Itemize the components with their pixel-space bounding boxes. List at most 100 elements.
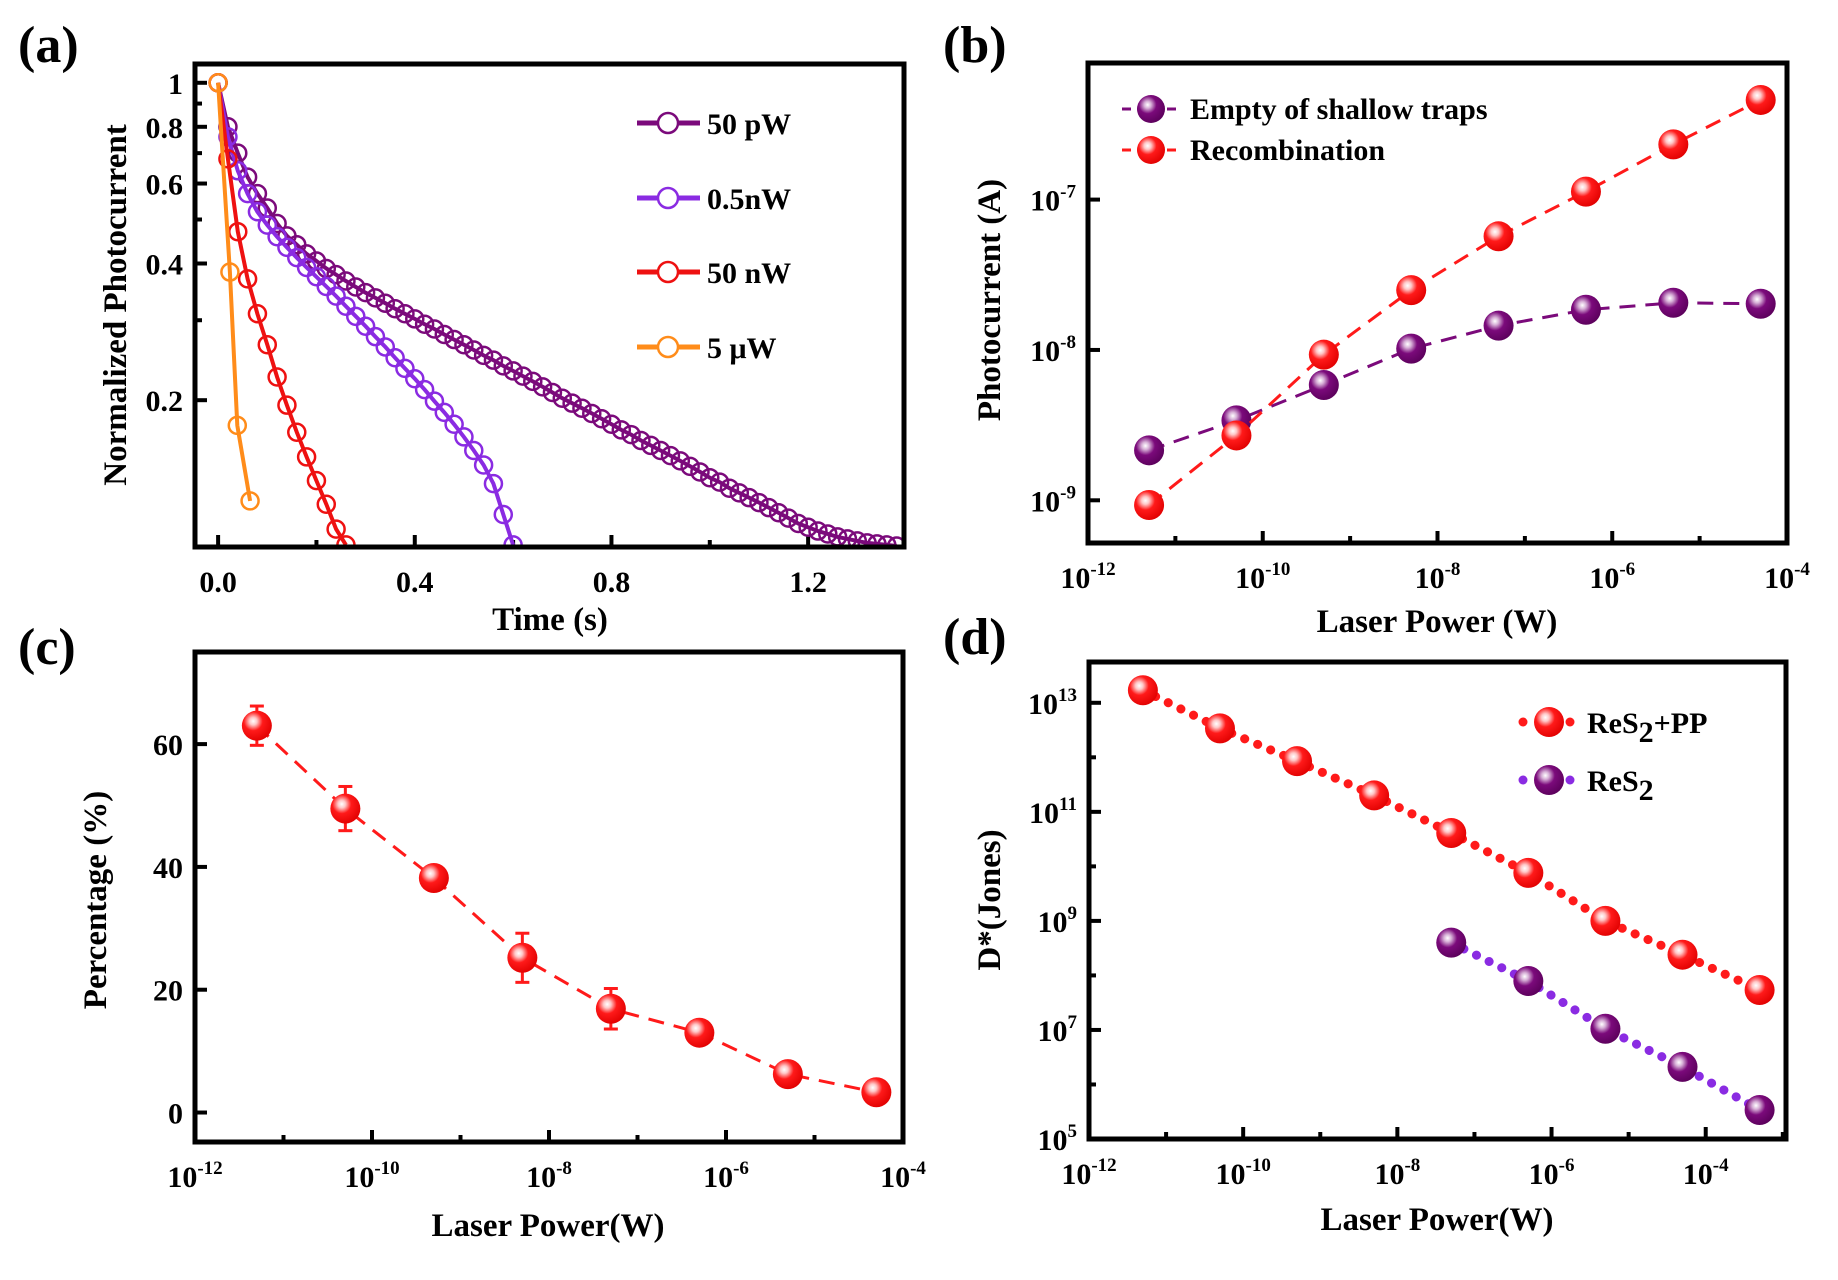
data-point (247, 304, 268, 324)
data-point (346, 277, 366, 297)
data-point (418, 862, 449, 893)
tick-exponent: -9 (1060, 482, 1076, 503)
data-point (220, 262, 240, 282)
y-axis-title-d: D*(Jones) (972, 829, 1008, 970)
tick-exponent: -12 (1090, 559, 1115, 580)
tick-exponent: -8 (1060, 332, 1076, 353)
data-point (1570, 176, 1601, 207)
data-point (277, 395, 297, 415)
legend-subscript: 2 (1639, 716, 1654, 749)
data-point (572, 398, 592, 418)
legend-dot (1565, 717, 1575, 727)
tick-exponent: -8 (1404, 1155, 1420, 1176)
data-point (749, 492, 769, 513)
data-point (729, 483, 750, 503)
data-point (503, 361, 523, 381)
data-point (1359, 780, 1390, 811)
fit-line-3 (216, 82, 253, 502)
data-point (405, 368, 425, 389)
data-point (818, 524, 838, 544)
x-tick-label: 10-8 (1415, 559, 1461, 595)
data-point (690, 462, 710, 482)
data-point (513, 366, 533, 386)
panel-d: (d) 10-12 10-10 10-8 10-6 10-410510710910111… (943, 609, 1789, 1238)
data-layer (241, 704, 892, 1108)
y-axis-title-a: Normalized Photocurrent (98, 124, 134, 485)
panel-label-b: (b) (943, 17, 1007, 74)
data-point (1590, 905, 1621, 936)
data-point (1744, 1095, 1775, 1126)
y-tick-label: 109 (1038, 903, 1078, 939)
data-point (306, 470, 327, 491)
data-point (847, 531, 868, 547)
y-tick-label: 0.4 (146, 248, 184, 281)
y-tick-label: 1011 (1029, 794, 1077, 830)
data-point (296, 447, 317, 467)
data-point (257, 334, 278, 355)
fit-line-1 (216, 82, 516, 546)
data-point (542, 382, 563, 403)
data-point (346, 306, 366, 327)
legend-marker (656, 186, 680, 210)
data-point (395, 358, 415, 379)
data-point (1667, 939, 1698, 970)
data-point (454, 427, 474, 447)
tick-exponent: 11 (1059, 794, 1077, 815)
legend-dot (1518, 717, 1528, 727)
tick-exponent: 9 (1068, 903, 1078, 924)
data-point (808, 521, 828, 541)
data-point (336, 271, 356, 291)
tick-exponent: -6 (733, 1158, 749, 1179)
data-point (444, 414, 464, 435)
data-point (395, 304, 415, 324)
data-point (473, 455, 494, 475)
tick-exponent: -4 (1713, 1155, 1729, 1176)
data-point (759, 497, 779, 518)
x-tick-label: 1.2 (789, 566, 827, 599)
x-tick-label: 10-8 (1374, 1155, 1420, 1191)
x-tick-label: 0.8 (593, 566, 631, 599)
data-point (1308, 369, 1339, 400)
data-point (641, 435, 661, 456)
data-point (595, 993, 626, 1024)
data-point (709, 472, 730, 492)
y-tick-label: 10-7 (1030, 182, 1076, 218)
x-tick-label: 10-8 (526, 1158, 572, 1194)
axes-frame (192, 61, 907, 550)
y-tick-label: 0.2 (146, 385, 184, 418)
data-point (601, 414, 622, 435)
data-point (237, 269, 258, 289)
data-point (424, 391, 445, 411)
data-point (1221, 420, 1252, 451)
axes-frame (192, 649, 906, 1145)
data-point (680, 456, 700, 477)
legend-label: 50 nW (707, 257, 791, 290)
x-tick-label: 10-4 (1764, 559, 1810, 595)
legend-item: ReS2 (1518, 765, 1654, 807)
tick-exponent: -10 (1246, 1155, 1271, 1176)
data-point (523, 371, 543, 392)
x-tick-label: 10-12 (167, 1158, 222, 1194)
panel-c: (c) 10-12 10-10 10-8 10-6 10-4 0 20 40 60 Laser … (18, 619, 926, 1244)
panel-a: (a) 0.0 0.4 0.8 1.2 1 0.8 0.6 0.4 0.2 50 pW 0.5nW 5… (18, 17, 907, 638)
tick-exponent: -6 (1559, 1155, 1575, 1176)
data-point (444, 329, 464, 350)
legend-label: Empty of shallow traps (1190, 93, 1488, 126)
data-point (798, 517, 818, 538)
data-layer (1127, 675, 1775, 1126)
legend-item: 5 μW (637, 332, 777, 365)
data-point (414, 379, 435, 400)
data-point (1282, 746, 1313, 777)
data-layer (1134, 84, 1776, 521)
panel-label-d: (d) (943, 609, 1007, 666)
data-point (365, 326, 386, 347)
data-point (493, 504, 514, 525)
data-point (788, 513, 809, 534)
legend-dot (1565, 775, 1575, 785)
y-tick-label: 0 (168, 1098, 183, 1131)
legend-marker (1534, 765, 1564, 795)
x-tick-label: 10-6 (1529, 1155, 1575, 1191)
data-point (316, 494, 337, 514)
x-tick-label: 10-10 (344, 1158, 399, 1194)
